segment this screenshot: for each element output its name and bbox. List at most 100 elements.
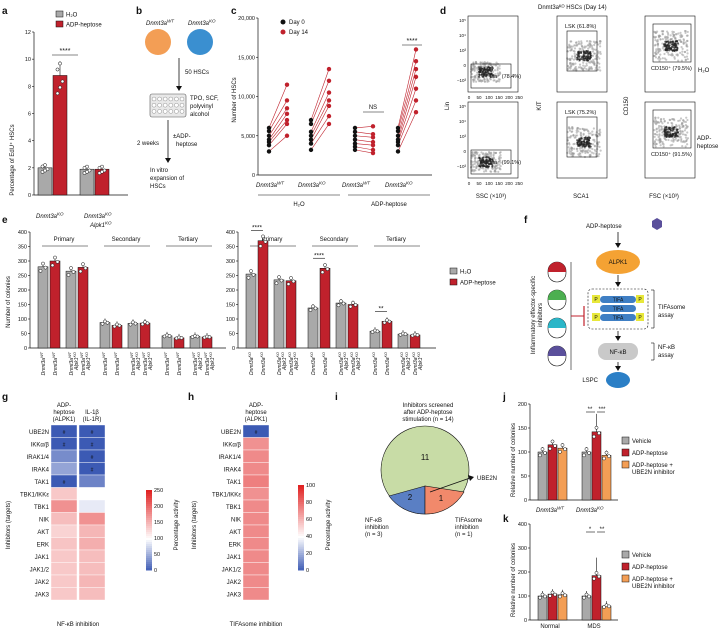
d-event-dense bbox=[665, 126, 668, 129]
e-x-label-gene: Dnmt3a bbox=[205, 358, 211, 376]
d-event bbox=[599, 50, 602, 54]
e-x-label: Dnmt3aWT bbox=[176, 351, 183, 375]
k-point bbox=[543, 594, 547, 599]
d-event bbox=[599, 149, 602, 152]
e-legend-swatch-h2o bbox=[449, 267, 458, 275]
a-point bbox=[100, 169, 104, 174]
culture-well bbox=[162, 109, 168, 114]
j-point bbox=[592, 434, 596, 439]
d-event bbox=[580, 40, 583, 43]
d-event-dense bbox=[587, 57, 590, 60]
d-event-dense bbox=[674, 43, 677, 46]
d-event bbox=[657, 116, 660, 119]
g-cell bbox=[50, 462, 78, 476]
h-colorbar-step bbox=[298, 521, 304, 524]
d-tick: 0 bbox=[468, 181, 471, 186]
e-point bbox=[55, 260, 60, 264]
d-event bbox=[591, 46, 594, 49]
h-colorbar-step bbox=[298, 536, 304, 539]
d-event-dense bbox=[586, 51, 589, 54]
a-xlabel-2-sup: KO bbox=[105, 212, 112, 217]
d-event bbox=[661, 142, 664, 145]
d-event bbox=[497, 157, 501, 160]
d-event bbox=[661, 57, 664, 60]
d-event bbox=[686, 52, 689, 55]
j-point bbox=[607, 454, 611, 459]
g-cell-mark: # bbox=[91, 468, 94, 474]
d-axis-kit: KIT bbox=[537, 101, 543, 111]
e-x-label-2-sup: KO bbox=[355, 352, 359, 358]
c-point-day0 bbox=[308, 121, 314, 127]
e-point bbox=[133, 321, 138, 326]
e-stage-label: Primary bbox=[54, 237, 75, 243]
d-event bbox=[473, 154, 477, 158]
d-event bbox=[682, 38, 685, 41]
c-pair-line bbox=[397, 100, 417, 146]
g-colorbar-step bbox=[146, 546, 152, 549]
h-colorbar-tick: 40 bbox=[306, 534, 312, 540]
g-colorbar-step bbox=[146, 496, 152, 499]
e-x-label-2-sup: KO bbox=[281, 352, 285, 358]
d-event-dense bbox=[482, 158, 485, 161]
d-event bbox=[592, 127, 595, 130]
k-point bbox=[558, 594, 562, 599]
d-event bbox=[488, 151, 491, 155]
d-event bbox=[583, 147, 586, 150]
d-event-dense bbox=[665, 135, 668, 138]
g-colorbar-step bbox=[146, 544, 152, 547]
e-x-label-gene: Dnmt3a bbox=[249, 357, 255, 375]
d-event bbox=[663, 52, 666, 56]
d-event bbox=[583, 67, 586, 70]
d-event bbox=[498, 67, 501, 70]
d-event bbox=[675, 53, 678, 56]
h-colorbar-step bbox=[298, 525, 304, 528]
g-cell bbox=[78, 537, 106, 551]
e-x-label-sup: KO bbox=[412, 352, 416, 358]
c-point-day14 bbox=[370, 135, 376, 140]
k-point bbox=[594, 571, 599, 575]
c-pair-line bbox=[354, 149, 374, 154]
h-colorbar-step bbox=[298, 489, 304, 492]
e-x-label-sup: KO bbox=[276, 352, 280, 358]
e-x-label-sup: WT bbox=[40, 351, 44, 358]
j-point bbox=[543, 451, 547, 455]
d-event bbox=[678, 125, 681, 128]
g-row-label: TBK1 bbox=[34, 505, 50, 511]
e-x-label-2-gene: Alpk1 bbox=[356, 357, 362, 371]
g-row-label: JAK1 bbox=[35, 555, 50, 561]
e-x-label-sup: KO bbox=[288, 352, 292, 358]
d-event-dense bbox=[667, 126, 670, 129]
c-point-day14 bbox=[326, 90, 332, 95]
d-event bbox=[663, 119, 666, 123]
d-event bbox=[592, 40, 596, 43]
g-colorbar-step bbox=[146, 562, 152, 565]
h-cell bbox=[242, 462, 270, 476]
d-event bbox=[576, 134, 579, 137]
e-x-label-2: Alpk1KO bbox=[135, 352, 142, 371]
venn-title-3: stimulation (n = 14) bbox=[402, 417, 453, 423]
chart-e: Number of colonies 0 50 100 150 200 250 300 350… bbox=[6, 225, 496, 376]
e-x-label-sup: KO bbox=[322, 352, 326, 358]
panel-label-g: g bbox=[2, 392, 8, 403]
d-event bbox=[594, 48, 597, 51]
h-row-label: JAK3 bbox=[227, 592, 242, 598]
d-event bbox=[681, 124, 685, 127]
c-point-day14 bbox=[326, 78, 332, 84]
e-x-label-sup: WT bbox=[130, 351, 134, 358]
d-event bbox=[569, 136, 572, 139]
a-y-tick-label: 2 bbox=[28, 166, 31, 172]
d-event bbox=[593, 62, 596, 65]
g-colorbar-step bbox=[146, 554, 152, 557]
g-cell-mark: # bbox=[91, 455, 94, 461]
d-event bbox=[475, 153, 479, 156]
e-point bbox=[145, 321, 150, 326]
c-pair-line bbox=[354, 126, 374, 129]
g-colorbar-step bbox=[146, 528, 152, 531]
e-point bbox=[336, 303, 341, 308]
b-wt-sup: WT bbox=[167, 19, 175, 24]
d-event bbox=[572, 143, 575, 146]
d-event bbox=[657, 120, 660, 124]
d-event bbox=[566, 139, 570, 142]
d-event-dense bbox=[577, 52, 580, 55]
d-tick: 10⁴ bbox=[459, 33, 466, 38]
